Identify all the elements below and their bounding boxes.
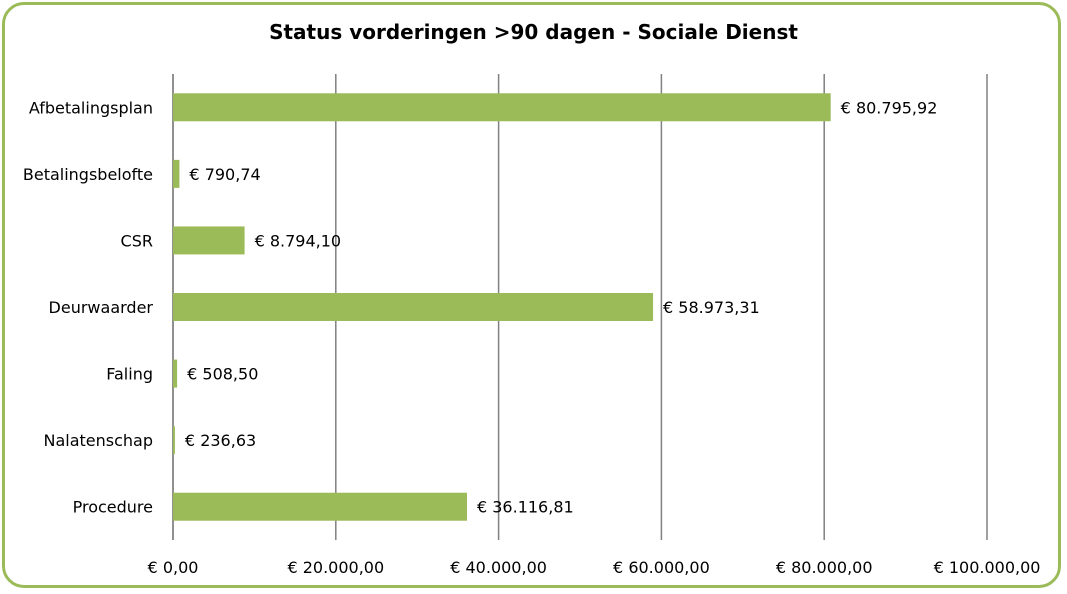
- data-label: € 790,74: [189, 165, 260, 184]
- data-label: € 58.973,31: [663, 298, 760, 317]
- category-label: Procedure: [73, 498, 153, 517]
- x-tick-label: € 100.000,00: [934, 558, 1041, 577]
- category-label: CSR: [121, 231, 153, 250]
- category-label: Faling: [106, 365, 153, 384]
- category-label: Nalatenschap: [43, 431, 153, 450]
- bar: [173, 293, 654, 321]
- data-label: € 8.794,10: [255, 231, 342, 250]
- chart-title: Status vorderingen >90 dagen - Sociale D…: [269, 20, 798, 44]
- bar: [173, 426, 175, 455]
- bar: [173, 359, 178, 388]
- bar: [173, 159, 180, 188]
- data-label: € 80.795,92: [841, 98, 938, 117]
- x-tick-label: € 0,00: [148, 558, 199, 577]
- bar: [173, 93, 831, 122]
- category-label: Afbetalingsplan: [29, 98, 153, 117]
- bar: [173, 492, 467, 521]
- x-tick-label: € 40.000,00: [450, 558, 547, 577]
- category-label: Deurwaarder: [49, 298, 154, 317]
- category-label: Betalingsbelofte: [23, 165, 153, 184]
- data-label: € 236,63: [185, 431, 256, 450]
- labels: € 0,00 € 20.000,00 € 40.000,00 € 60.000,00 €…: [23, 98, 1041, 577]
- x-tick-label: € 20.000,00: [287, 558, 384, 577]
- bars: [173, 93, 831, 521]
- x-tick-label: € 60.000,00: [613, 558, 710, 577]
- data-label: € 508,50: [187, 365, 258, 384]
- x-tick-label: € 80.000,00: [776, 558, 873, 577]
- bar: [173, 226, 245, 255]
- data-label: € 36.116,81: [477, 498, 574, 517]
